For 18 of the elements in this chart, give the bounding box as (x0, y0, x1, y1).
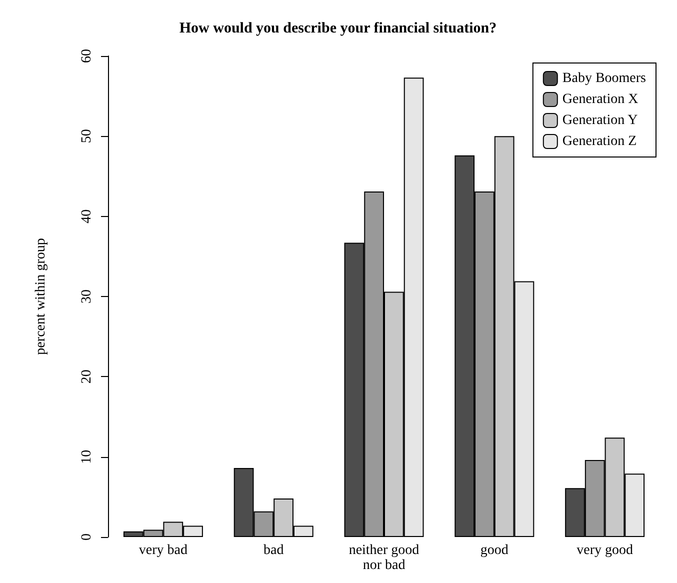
x-tick-label: good (480, 543, 508, 558)
y-axis-title: percent within group (34, 238, 48, 355)
x-tick-label: neither good nor bad (348, 543, 420, 573)
legend-label: Baby Boomers (562, 71, 646, 86)
y-tick-label: 50 (80, 129, 94, 144)
y-tick-label: 20 (80, 370, 94, 384)
x-tick-label: very good (576, 543, 633, 558)
legend-label: Generation Y (562, 113, 638, 128)
x-tick-label: bad (263, 543, 284, 558)
y-tick-label: 0 (80, 534, 94, 540)
y-tick-label: 10 (80, 450, 94, 464)
y-tick-label: 40 (80, 209, 94, 224)
y-tick-label: 30 (80, 290, 94, 304)
x-tick-label: very bad (138, 543, 188, 558)
y-tick-label: 60 (80, 49, 94, 63)
legend-label: Generation Z (562, 134, 637, 149)
chart-title: How would you describe your financial situation? (179, 20, 497, 36)
legend-label: Generation X (562, 92, 638, 107)
